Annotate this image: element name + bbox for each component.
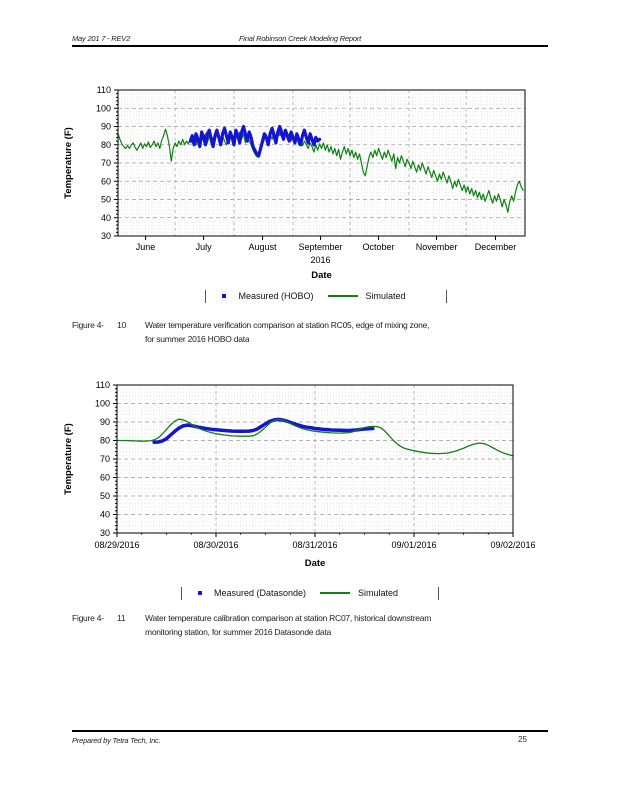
x-tick-label: 08/29/2016 [94,540,139,550]
x-tick-label: December [475,242,517,252]
figure-4-10-caption: Figure 4- 10 Water temperature verificat… [72,318,512,348]
x-tick-label: 08/31/2016 [292,540,337,550]
figure2-label: Figure 4- [72,613,104,623]
legend-right-bar [445,289,447,303]
figure1-caption-line2: for summer 2016 HOBO data [145,334,250,344]
y-tick-label: 30 [101,231,111,241]
footer-rule [72,730,548,732]
figure1-caption-line1: Water temperature verification compariso… [145,320,430,330]
x-tick-label: 09/01/2016 [391,540,436,550]
chart1-legend: Measured (HOBO) Simulated [76,289,576,303]
simulated-line-marker [320,592,351,594]
x-tick-label: October [363,242,395,252]
x-tick-label: November [416,242,458,252]
simulated-label: Simulated [358,588,399,598]
y-axis-label: Temperature (F) [63,423,74,495]
y-tick-label: 30 [100,528,110,538]
figure1-number: 10 [117,320,126,330]
y-tick-label: 80 [101,140,111,150]
y-tick-label: 110 [97,85,111,95]
y-tick-label: 50 [101,195,111,205]
measured-datasonde-label: Measured (Datasonde) [213,588,307,598]
x-tick-label: June [136,242,156,252]
y-tick-label: 90 [101,122,111,132]
header-report-title: Final Robinson Creek Modeling Report [238,34,362,43]
x-tick-label: 09/02/2016 [490,540,535,550]
header-rule [72,45,548,47]
x-tick-label: August [249,242,278,252]
simulated-line-marker [327,295,358,297]
water-temperature-calibration-chart: 30 40 50 60 70 80 90 100 110 08/29/2016 08/30/2016… [63,380,536,569]
y-tick-label: 100 [95,399,110,409]
y-tick-label: 50 [100,491,110,501]
figure-4-11-caption: Figure 4- 11 Water temperature calibrati… [72,611,512,641]
figure2-caption-line2: monitoring station, for summer 2016 Data… [145,627,331,637]
y-tick-label: 110 [96,380,110,390]
legend-left-bar [205,289,207,303]
x-axis-label: Date [311,270,332,281]
y-tick-label: 60 [101,176,111,186]
y-tick-label: 70 [100,454,110,464]
y-tick-label: 40 [101,213,111,223]
measured-hobo-point-marker [222,294,227,298]
y-tick-label: 40 [100,510,110,520]
figure1-caption-text: Water temperature verification compariso… [145,318,475,346]
x-tick-label: September [299,242,343,252]
y-tick-label: 70 [101,158,111,168]
measured-datasonde-point-marker [197,591,202,595]
x-tick-label: July [196,242,213,252]
figure2-caption-text: Water temperature calibration comparison… [145,611,475,639]
legend-right-bar [438,586,440,600]
chart2-legend: Measured (Datasonde) Simulated [60,586,560,600]
y-tick-label: 100 [96,103,111,113]
simulated-label: Simulated [365,291,406,301]
y-tick-label: 90 [100,417,110,427]
y-tick-label: 60 [100,473,110,483]
figure1-label: Figure 4- [72,320,104,330]
x-tick-label: 08/30/2016 [193,540,238,550]
figure2-caption-line1: Water temperature calibration comparison… [145,613,432,623]
x-axis-label: Date [305,558,326,569]
x-axis-year-label: 2016 [311,255,331,265]
footer-credit: Prepared by Tetra Tech, Inc. [72,736,161,745]
measured-hobo-label: Measured (HOBO) [238,291,314,301]
figure2-number: 11 [117,613,126,623]
legend-left-bar [180,586,182,600]
water-temperature-verification-chart: 30 40 50 60 70 80 90 100 110 June July August Septem… [63,85,526,281]
y-axis-label: Temperature (F) [63,127,74,199]
y-tick-label: 80 [100,436,110,446]
header-date-label: May 201 7 - REV2 [72,34,131,43]
footer-page-number: 25 [518,735,527,744]
